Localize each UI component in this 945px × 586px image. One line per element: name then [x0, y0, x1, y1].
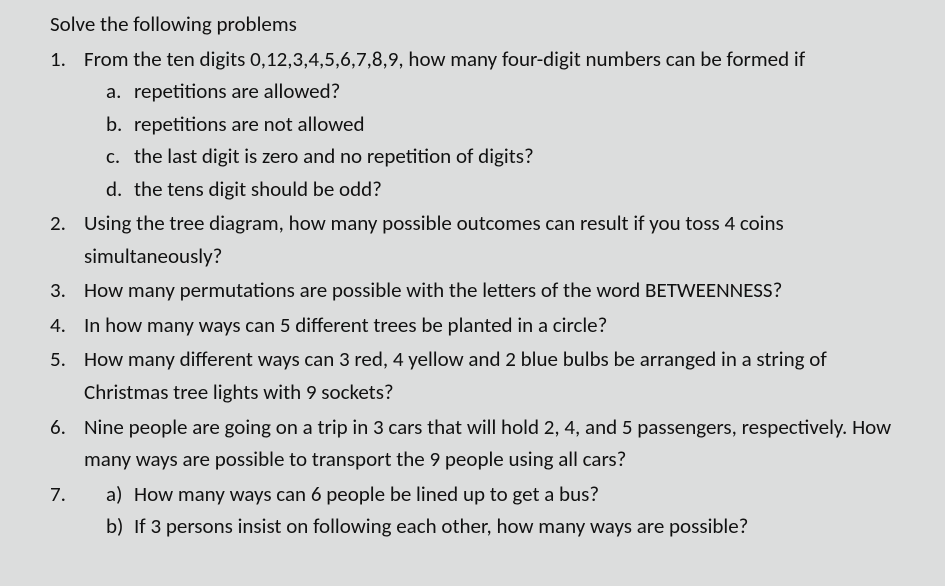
- question-text: From the ten digits 0,12,3,4,5,6,7,8,9, …: [84, 46, 805, 72]
- question-text: Using the tree diagram, how many possibl…: [84, 210, 784, 269]
- question-item: From the ten digits 0,12,3,4,5,6,7,8,9, …: [50, 43, 907, 206]
- sub-item: repetitions are not allowed: [106, 108, 907, 141]
- sub-text: repetitions are not allowed: [134, 111, 365, 137]
- question-text: How many permutations are possible with …: [84, 277, 782, 303]
- heading: Solve the following problems: [50, 8, 907, 41]
- question-item: Nine people are going on a trip in 3 car…: [50, 411, 907, 476]
- question-text: How many different ways can 3 red, 4 yel…: [84, 346, 827, 405]
- sub-item: the tens digit should be odd?: [106, 173, 907, 206]
- question-item: How many ways can 6 people be lined up t…: [50, 478, 907, 543]
- sub-item: If 3 persons insist on following each ot…: [106, 510, 907, 543]
- sub-item: the last digit is zero and no repetition…: [106, 140, 907, 173]
- question-list: From the ten digits 0,12,3,4,5,6,7,8,9, …: [50, 43, 907, 543]
- sub-list: How many ways can 6 people be lined up t…: [106, 478, 907, 543]
- sub-text: the last digit is zero and no repetition…: [134, 143, 534, 169]
- sub-list: repetitions are allowed? repetitions are…: [106, 75, 907, 205]
- question-item: How many permutations are possible with …: [50, 274, 907, 307]
- question-item: In how many ways can 5 different trees b…: [50, 309, 907, 342]
- question-text: Nine people are going on a trip in 3 car…: [84, 414, 891, 473]
- question-item: How many different ways can 3 red, 4 yel…: [50, 343, 907, 408]
- question-text: In how many ways can 5 different trees b…: [84, 312, 607, 338]
- sub-text: repetitions are allowed?: [134, 78, 340, 104]
- question-item: Using the tree diagram, how many possibl…: [50, 207, 907, 272]
- sub-text: How many ways can 6 people be lined up t…: [134, 481, 599, 507]
- sub-item: repetitions are allowed?: [106, 75, 907, 108]
- document-page: Solve the following problems From the te…: [0, 0, 945, 543]
- sub-text: the tens digit should be odd?: [134, 176, 382, 202]
- sub-text: If 3 persons insist on following each ot…: [134, 513, 748, 539]
- sub-item: How many ways can 6 people be lined up t…: [106, 478, 907, 511]
